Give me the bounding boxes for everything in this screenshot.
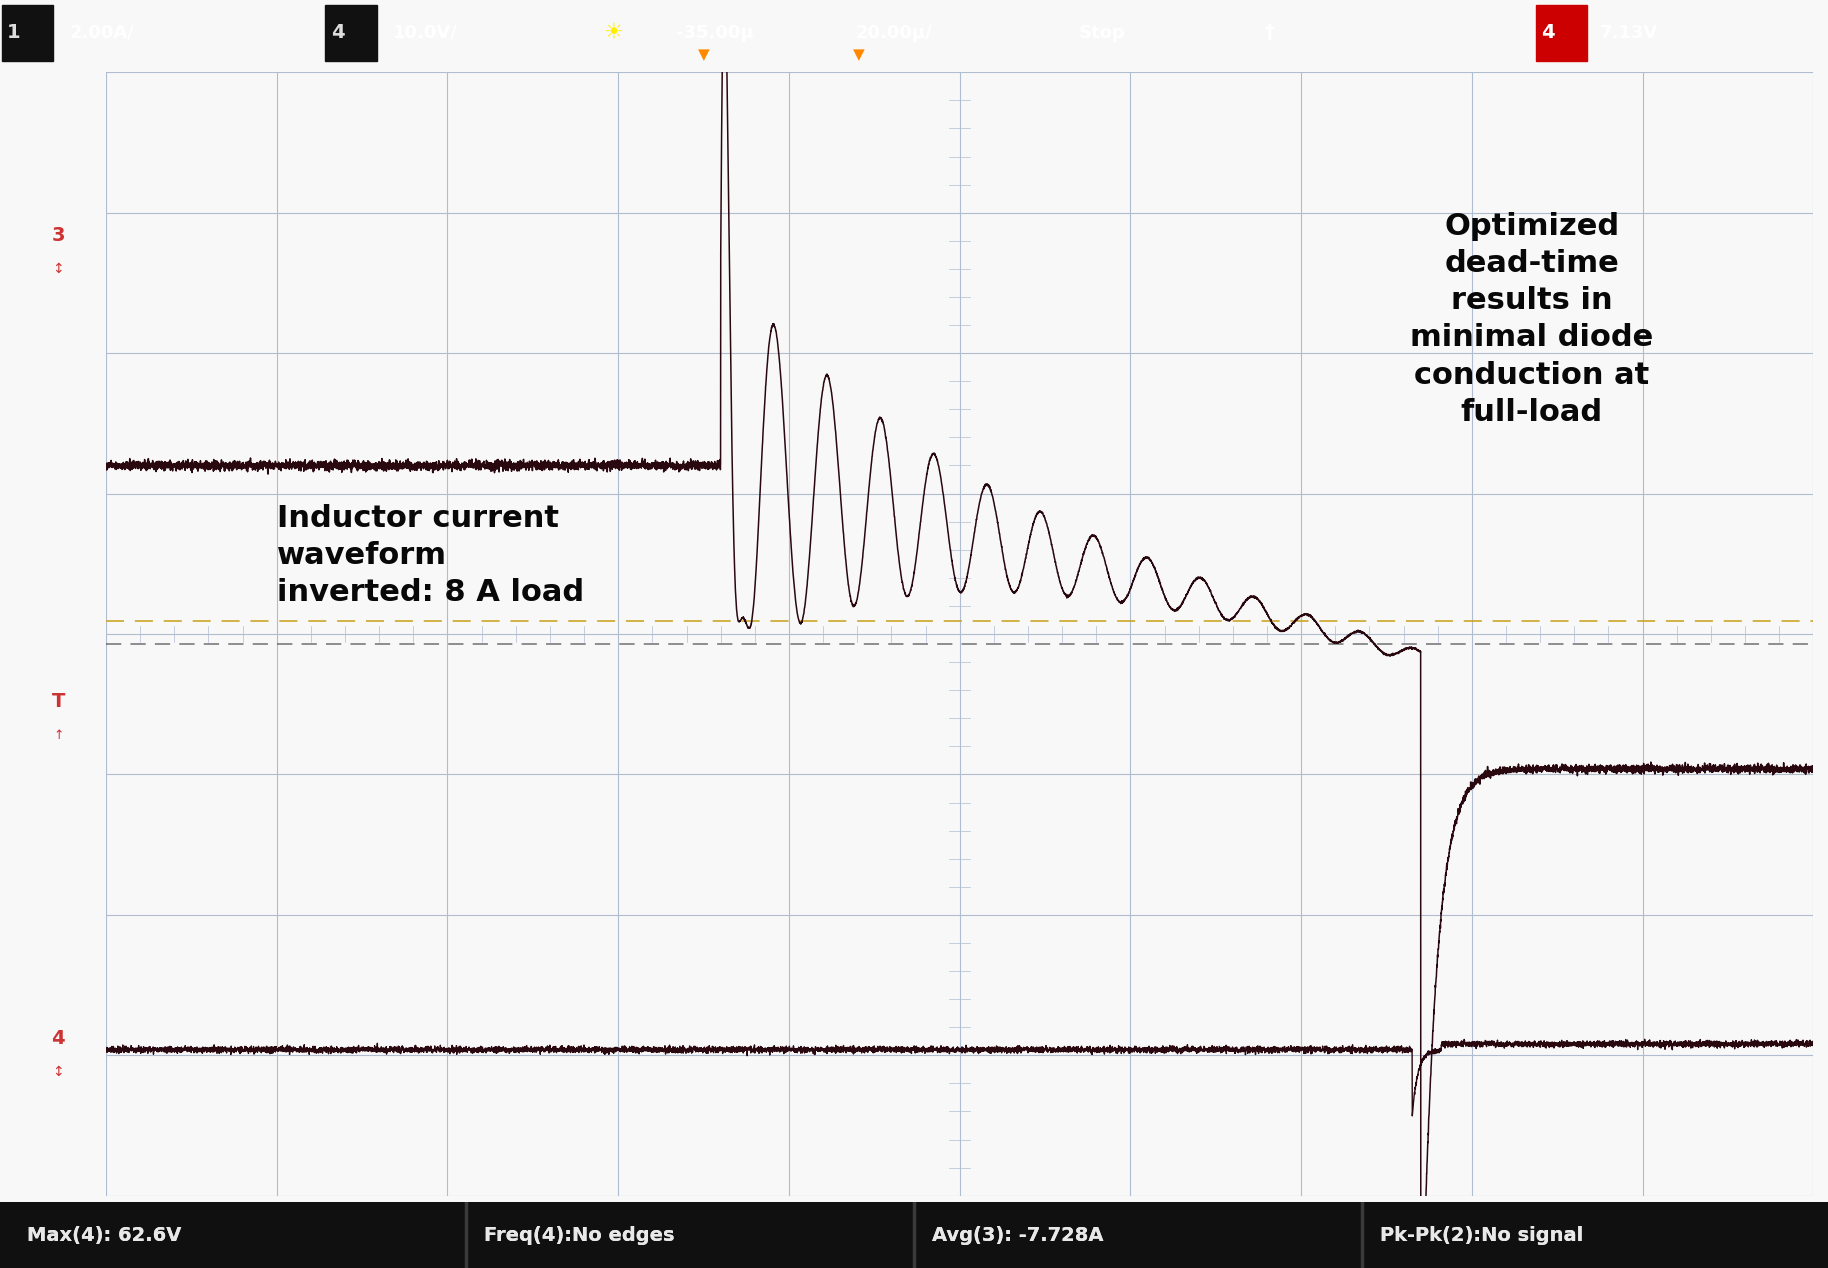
Text: Optimized
dead-time
results in
minimal diode
conduction at
full-load: Optimized dead-time results in minimal d… — [1409, 212, 1653, 426]
Bar — [1536, 5, 1587, 61]
Text: 7.13V: 7.13V — [1600, 24, 1658, 42]
Text: †: † — [1265, 24, 1274, 42]
Bar — [1362, 1202, 1828, 1268]
Text: ↕: ↕ — [53, 1065, 64, 1079]
Text: 4: 4 — [331, 24, 344, 42]
Text: Freq(4):No edges: Freq(4):No edges — [484, 1226, 675, 1244]
Bar — [325, 5, 377, 61]
Text: ↑: ↑ — [53, 729, 64, 742]
Text: Avg(3): -7.728A: Avg(3): -7.728A — [932, 1226, 1104, 1244]
Text: Max(4): 62.6V: Max(4): 62.6V — [27, 1226, 181, 1244]
Text: 4: 4 — [51, 1028, 66, 1047]
Text: 3: 3 — [51, 226, 66, 245]
Text: ☀: ☀ — [603, 23, 623, 43]
Text: 4: 4 — [1541, 24, 1554, 42]
Bar — [0, 1202, 466, 1268]
Text: Pk-Pk(2):No signal: Pk-Pk(2):No signal — [1380, 1226, 1583, 1244]
Text: 20.00μ/: 20.00μ/ — [856, 24, 932, 42]
Text: Avg(3): -7.728A: Avg(3): -7.728A — [932, 1226, 1104, 1244]
Text: ↕: ↕ — [53, 262, 64, 276]
Text: Pk-Pk(2):No signal: Pk-Pk(2):No signal — [1380, 1226, 1583, 1244]
Text: 2.00A/: 2.00A/ — [69, 24, 133, 42]
Bar — [2, 5, 53, 61]
Text: Max(4): 62.6V: Max(4): 62.6V — [27, 1226, 181, 1244]
Text: Inductor current
waveform
inverted: 8 A load: Inductor current waveform inverted: 8 A … — [276, 503, 583, 607]
Bar — [466, 1202, 914, 1268]
Text: ▼: ▼ — [698, 48, 709, 62]
Text: ▼: ▼ — [854, 48, 865, 62]
Text: Freq(4):No edges: Freq(4):No edges — [484, 1226, 675, 1244]
Text: Stop: Stop — [1079, 24, 1126, 42]
Text: 10.0V/: 10.0V/ — [393, 24, 457, 42]
Text: 1: 1 — [7, 24, 20, 42]
Text: -35.00μ: -35.00μ — [676, 24, 753, 42]
Text: T: T — [51, 692, 66, 711]
Bar — [914, 1202, 1362, 1268]
